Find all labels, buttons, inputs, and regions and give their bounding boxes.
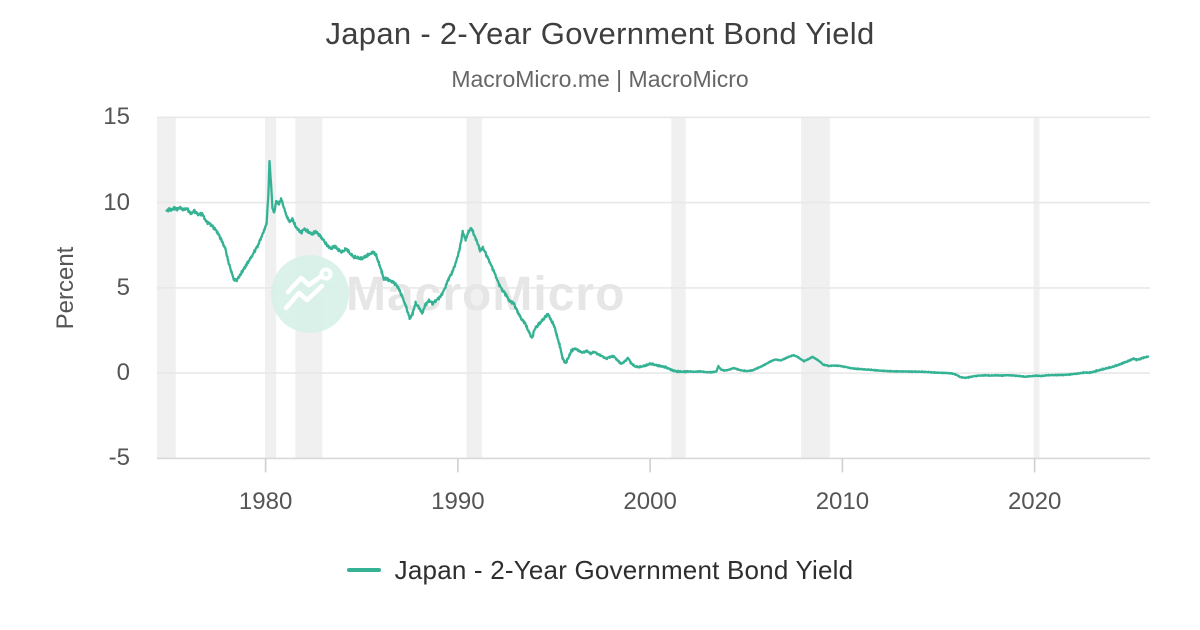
x-tick-label-1990: 1990 [431,488,485,515]
x-tick-label-2010: 2010 [815,488,870,515]
watermark-logo-ball [319,267,333,281]
legend-item[interactable]: Japan - 2-Year Government Bond Yield [0,553,1200,587]
watermark-logo-mountain [283,283,325,311]
y-tick-label-5: 5 [116,273,130,301]
watermark-logo-trendline [285,274,323,295]
x-tick-label-2000: 2000 [623,488,677,515]
y-tick-label-15: 15 [103,103,130,131]
x-tick-label-2020: 2020 [1007,488,1062,515]
y-tick-label--5: -5 [108,444,130,472]
gridlines [157,116,1150,460]
watermark-text: MacroMicro [346,268,625,321]
watermark-logo [271,255,349,333]
x-tick-label-1980: 1980 [238,488,293,515]
legend-line-swatch [346,568,381,572]
y-tick-label-10: 10 [103,188,130,216]
x-axis-ticks [264,458,1036,473]
series-line [165,159,1150,380]
page-title: Japan - 2-Year Government Bond Yield [325,16,875,51]
y-tick-label-0: 0 [116,359,130,387]
watermark-logo-circle [271,255,349,333]
legend-label: Japan - 2-Year Government Bond Yield [394,554,854,585]
page-subtitle: MacroMicro.me | MacroMicro [451,66,749,92]
